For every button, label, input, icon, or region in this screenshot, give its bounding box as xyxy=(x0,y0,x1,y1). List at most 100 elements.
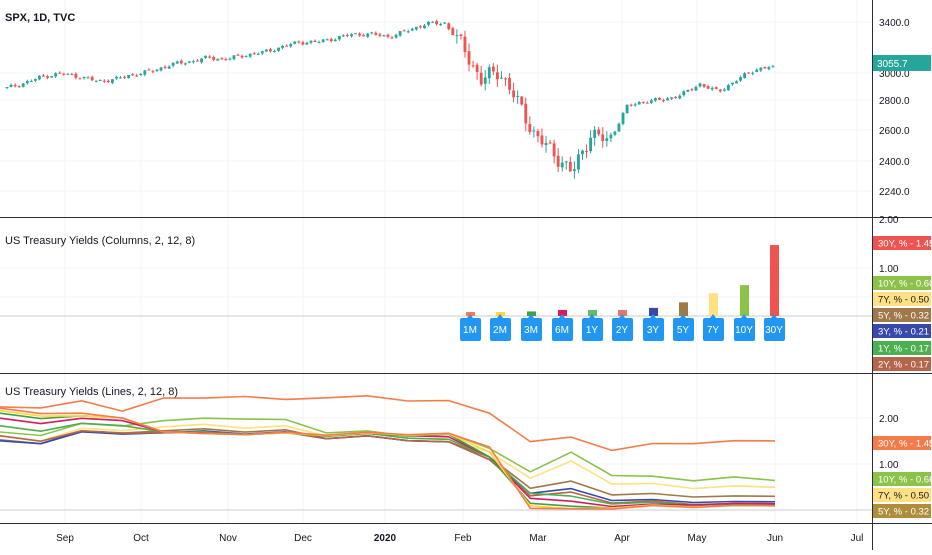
yield-badge xyxy=(873,308,931,322)
candle-body xyxy=(516,95,520,97)
candle-body xyxy=(714,87,718,90)
candle-body xyxy=(232,55,236,60)
candle-body xyxy=(78,78,82,80)
candle-body xyxy=(427,21,430,25)
candle-body xyxy=(285,45,289,47)
candle-body xyxy=(313,40,317,42)
maturity-label: 1M xyxy=(463,325,477,336)
yield-line-1y xyxy=(0,422,776,506)
maturity-marker-arrow xyxy=(741,314,747,318)
maturity-marker xyxy=(703,318,724,341)
candle-body xyxy=(451,28,455,36)
candle-body xyxy=(21,83,25,87)
price-axis-label: 3000.0 xyxy=(879,69,910,80)
candle-body xyxy=(564,161,568,163)
candle-body xyxy=(654,98,657,101)
candle-body xyxy=(751,72,755,74)
candle-body xyxy=(504,78,507,80)
candle-body xyxy=(42,75,45,77)
time-axis-label: Jun xyxy=(767,533,783,544)
maturity-label: 30Y xyxy=(765,325,783,336)
price-axis-label: 2.00 xyxy=(879,215,899,226)
yield-badge xyxy=(873,324,931,338)
candle-body xyxy=(402,30,406,32)
candle-body xyxy=(633,104,637,106)
candle-body xyxy=(362,35,366,37)
candle-body xyxy=(17,86,21,88)
candle-body xyxy=(560,162,564,168)
candle-body xyxy=(281,45,285,48)
candle-body xyxy=(658,97,661,100)
candle-body xyxy=(390,37,394,39)
candle-body xyxy=(755,69,759,72)
candle-body xyxy=(568,161,572,172)
yield-badge-label: 10Y, % - 0.66 xyxy=(878,475,932,486)
yield-badge-label: 3Y, % - 0.21 xyxy=(878,327,929,338)
candle-body xyxy=(524,103,528,124)
candle-body xyxy=(536,131,540,137)
candle-body xyxy=(82,76,86,79)
yield-line-10y xyxy=(0,417,776,482)
yield-badge xyxy=(873,504,931,518)
candle-body xyxy=(90,76,94,81)
candle-body xyxy=(597,129,601,135)
price-axis[interactable]: 3400.0 3000.0 2800.0 2600.0 2400.0 2240.0 2.00… xyxy=(873,18,932,518)
candle-body xyxy=(548,142,552,144)
yield-badge xyxy=(873,488,931,502)
candle-body xyxy=(528,124,532,132)
candle-body xyxy=(467,51,471,65)
maturity-marker-arrow xyxy=(528,314,534,318)
maturity-marker-arrow xyxy=(497,314,503,318)
yield-line-30y xyxy=(0,395,776,452)
candle-body xyxy=(500,77,503,79)
candle-body xyxy=(447,23,451,30)
candle-body xyxy=(398,31,402,36)
time-axis-label: May xyxy=(688,533,707,544)
candle-body xyxy=(236,54,240,56)
candle-body xyxy=(718,89,722,92)
candle-body xyxy=(609,134,613,139)
yield-axis-label: 2.00 xyxy=(879,414,899,425)
price-axis-label: 2400.0 xyxy=(879,157,910,168)
candle-body xyxy=(763,67,767,69)
candle-body xyxy=(710,87,714,90)
main-pane-title: SPX, 1D, TVC xyxy=(5,12,76,24)
maturity-marker xyxy=(612,318,633,341)
candle-body xyxy=(370,32,374,34)
candle-body xyxy=(139,73,143,76)
candle-body xyxy=(739,77,742,81)
candle-body xyxy=(192,61,195,63)
time-axis-label: Dec xyxy=(294,533,312,544)
candle-body xyxy=(374,32,378,35)
candle-body xyxy=(248,53,252,57)
candle-body xyxy=(471,65,475,67)
yield-column xyxy=(709,293,718,316)
candle-body xyxy=(759,67,763,71)
candle-body xyxy=(33,79,37,81)
candle-body xyxy=(483,77,487,84)
candle-body xyxy=(577,154,580,170)
candle-body xyxy=(119,77,122,79)
candle-body xyxy=(38,75,41,80)
candle-body xyxy=(115,76,118,79)
candle-body xyxy=(767,67,771,70)
candle-body xyxy=(102,80,106,82)
maturity-marker-arrow xyxy=(680,314,686,318)
candle-body xyxy=(216,58,220,61)
candle-body xyxy=(682,91,686,96)
candle-body xyxy=(532,130,536,132)
time-axis-label: Sep xyxy=(56,533,74,544)
yield-columns-series: 1M 2M 3M 6M 1Y 2Y 3Y 5Y 7Y 10Y 30Y xyxy=(460,245,785,341)
maturity-label: 3Y xyxy=(647,325,660,336)
candle-body xyxy=(54,73,58,77)
candle-body xyxy=(641,101,645,103)
candle-body xyxy=(123,76,126,78)
candle-body xyxy=(277,47,280,51)
time-axis[interactable]: Sep Oct Nov Dec 2020 Feb Mar Apr May Jun Jul xyxy=(56,533,863,544)
yield-badge xyxy=(873,472,931,486)
candle-body xyxy=(297,41,301,43)
maturity-label: 7Y xyxy=(707,325,720,336)
maturity-marker-arrow xyxy=(650,314,656,318)
